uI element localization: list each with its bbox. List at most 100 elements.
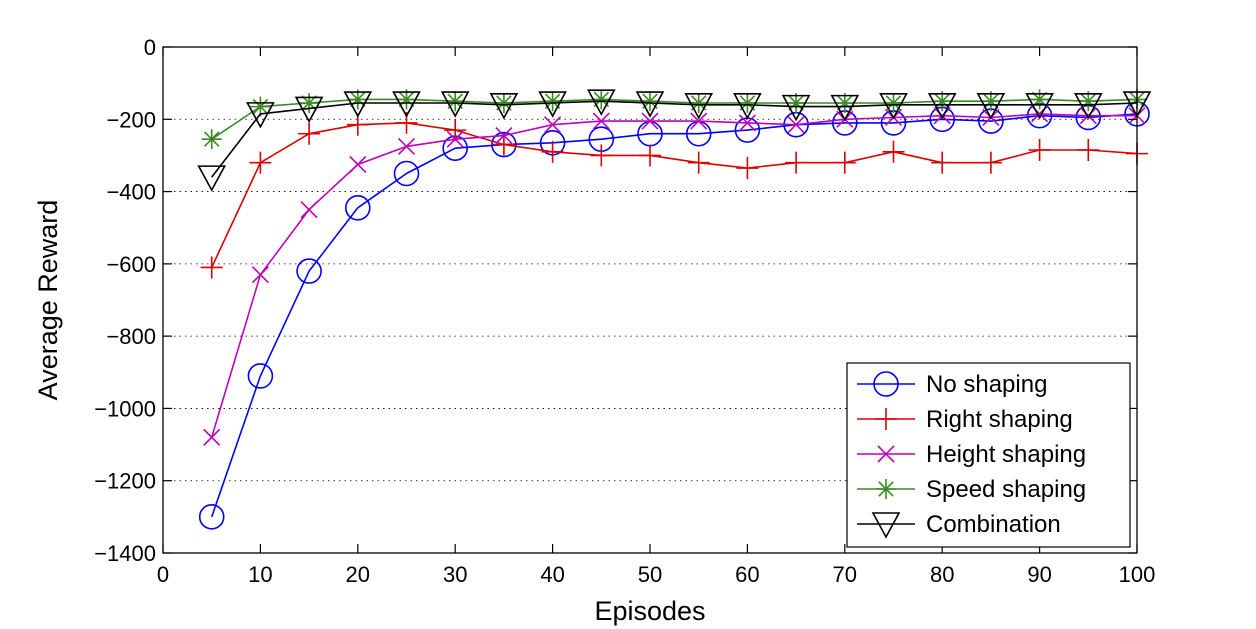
- x-tick-label: 40: [540, 562, 564, 587]
- data-point: [592, 112, 610, 130]
- data-point: [590, 144, 613, 167]
- legend-label: Speed shaping: [926, 476, 1086, 503]
- x-tick-label: 20: [346, 562, 370, 587]
- data-point: [979, 151, 1002, 174]
- data-point: [445, 91, 466, 112]
- data-point: [1073, 93, 1103, 120]
- data-point: [641, 112, 659, 130]
- legend-marker: [873, 371, 899, 397]
- data-point: [489, 93, 519, 120]
- data-point: [200, 256, 223, 279]
- data-point: [733, 93, 762, 120]
- data-point: [882, 140, 905, 163]
- data-point: [493, 93, 514, 114]
- data-point: [738, 114, 756, 132]
- data-point: [251, 266, 269, 284]
- y-tick-label: −200: [106, 107, 156, 132]
- data-point: [586, 89, 616, 116]
- data-point: [927, 93, 957, 120]
- legend-item: Height shaping: [857, 441, 1086, 468]
- data-point: [639, 144, 661, 167]
- data-point: [933, 107, 951, 125]
- data-point: [393, 160, 420, 187]
- data-point: [344, 195, 371, 221]
- data-point: [883, 93, 904, 114]
- x-tick-label: 60: [735, 562, 759, 587]
- data-point: [640, 91, 660, 112]
- data-point: [246, 102, 275, 129]
- data-point: [544, 116, 562, 134]
- data-point: [392, 91, 421, 118]
- data-point: [830, 94, 860, 122]
- data-point: [444, 119, 467, 142]
- legend-label: Combination: [926, 511, 1061, 538]
- data-point: [495, 126, 513, 145]
- data-point: [203, 428, 221, 446]
- data-point: [397, 137, 416, 155]
- legend-item: Right shaping: [857, 406, 1073, 433]
- data-point: [491, 131, 517, 158]
- data-point: [1025, 93, 1054, 120]
- data-point: [737, 93, 758, 114]
- series-line: [210, 113, 1137, 438]
- data-point: [446, 130, 464, 148]
- x-tick-label: 70: [833, 562, 857, 587]
- legend-marker: [876, 479, 896, 499]
- y-tick-label: 0: [144, 35, 156, 60]
- data-point: [1079, 107, 1097, 125]
- data-point: [1028, 139, 1051, 162]
- data-point: [976, 93, 1006, 120]
- data-point: [591, 89, 612, 110]
- legend-marker: [875, 408, 897, 430]
- legend-marker: [877, 445, 895, 463]
- legend-label: No shaping: [926, 371, 1047, 398]
- y-tick-label: −800: [106, 324, 156, 349]
- data-point: [249, 151, 272, 174]
- y-tick-label: −600: [106, 252, 156, 277]
- data-point: [201, 129, 222, 150]
- data-point: [542, 91, 563, 112]
- data-point: [787, 116, 805, 134]
- y-tick-label: −1000: [94, 396, 156, 421]
- legend: No shaping Right shaping Height shaping Spe…: [846, 362, 1131, 548]
- data-point: [833, 151, 856, 174]
- x-tick-label: 30: [443, 562, 467, 587]
- data-point: [1077, 139, 1100, 162]
- y-axis-title: Average Reward: [33, 200, 63, 401]
- data-point: [300, 201, 318, 219]
- legend-label: Right shaping: [926, 406, 1073, 433]
- data-point: [541, 140, 564, 163]
- legend-item: No shaping: [857, 371, 1047, 398]
- series-no-shaping: [198, 101, 1150, 530]
- x-tick-label: 0: [157, 562, 169, 587]
- data-point: [197, 165, 227, 192]
- series-line: [210, 113, 1138, 518]
- x-tick-label: 10: [248, 562, 272, 587]
- data-series: [197, 89, 1152, 530]
- data-point: [247, 363, 274, 389]
- data-point: [879, 93, 908, 120]
- y-tick-label: −400: [106, 180, 156, 205]
- legend-item: Combination: [857, 511, 1061, 539]
- data-point: [785, 151, 808, 174]
- legend-marker: [871, 512, 901, 539]
- data-point: [492, 133, 515, 156]
- data-point: [736, 157, 759, 180]
- data-point: [684, 93, 714, 120]
- data-point: [688, 93, 709, 114]
- legend-label: Height shaping: [926, 441, 1086, 468]
- legend-item: Speed shaping: [857, 476, 1086, 503]
- x-tick-label: 50: [638, 562, 662, 587]
- data-point: [635, 91, 665, 118]
- y-tick-label: −1400: [94, 541, 156, 566]
- data-point: [931, 151, 954, 174]
- data-point: [294, 96, 324, 124]
- x-tick-label: 90: [1027, 562, 1051, 587]
- data-point: [349, 155, 367, 174]
- series-line: [211, 100, 1138, 178]
- data-point: [690, 112, 708, 130]
- x-tick-label: 100: [1119, 562, 1156, 587]
- data-point: [687, 151, 710, 174]
- data-point: [538, 91, 567, 118]
